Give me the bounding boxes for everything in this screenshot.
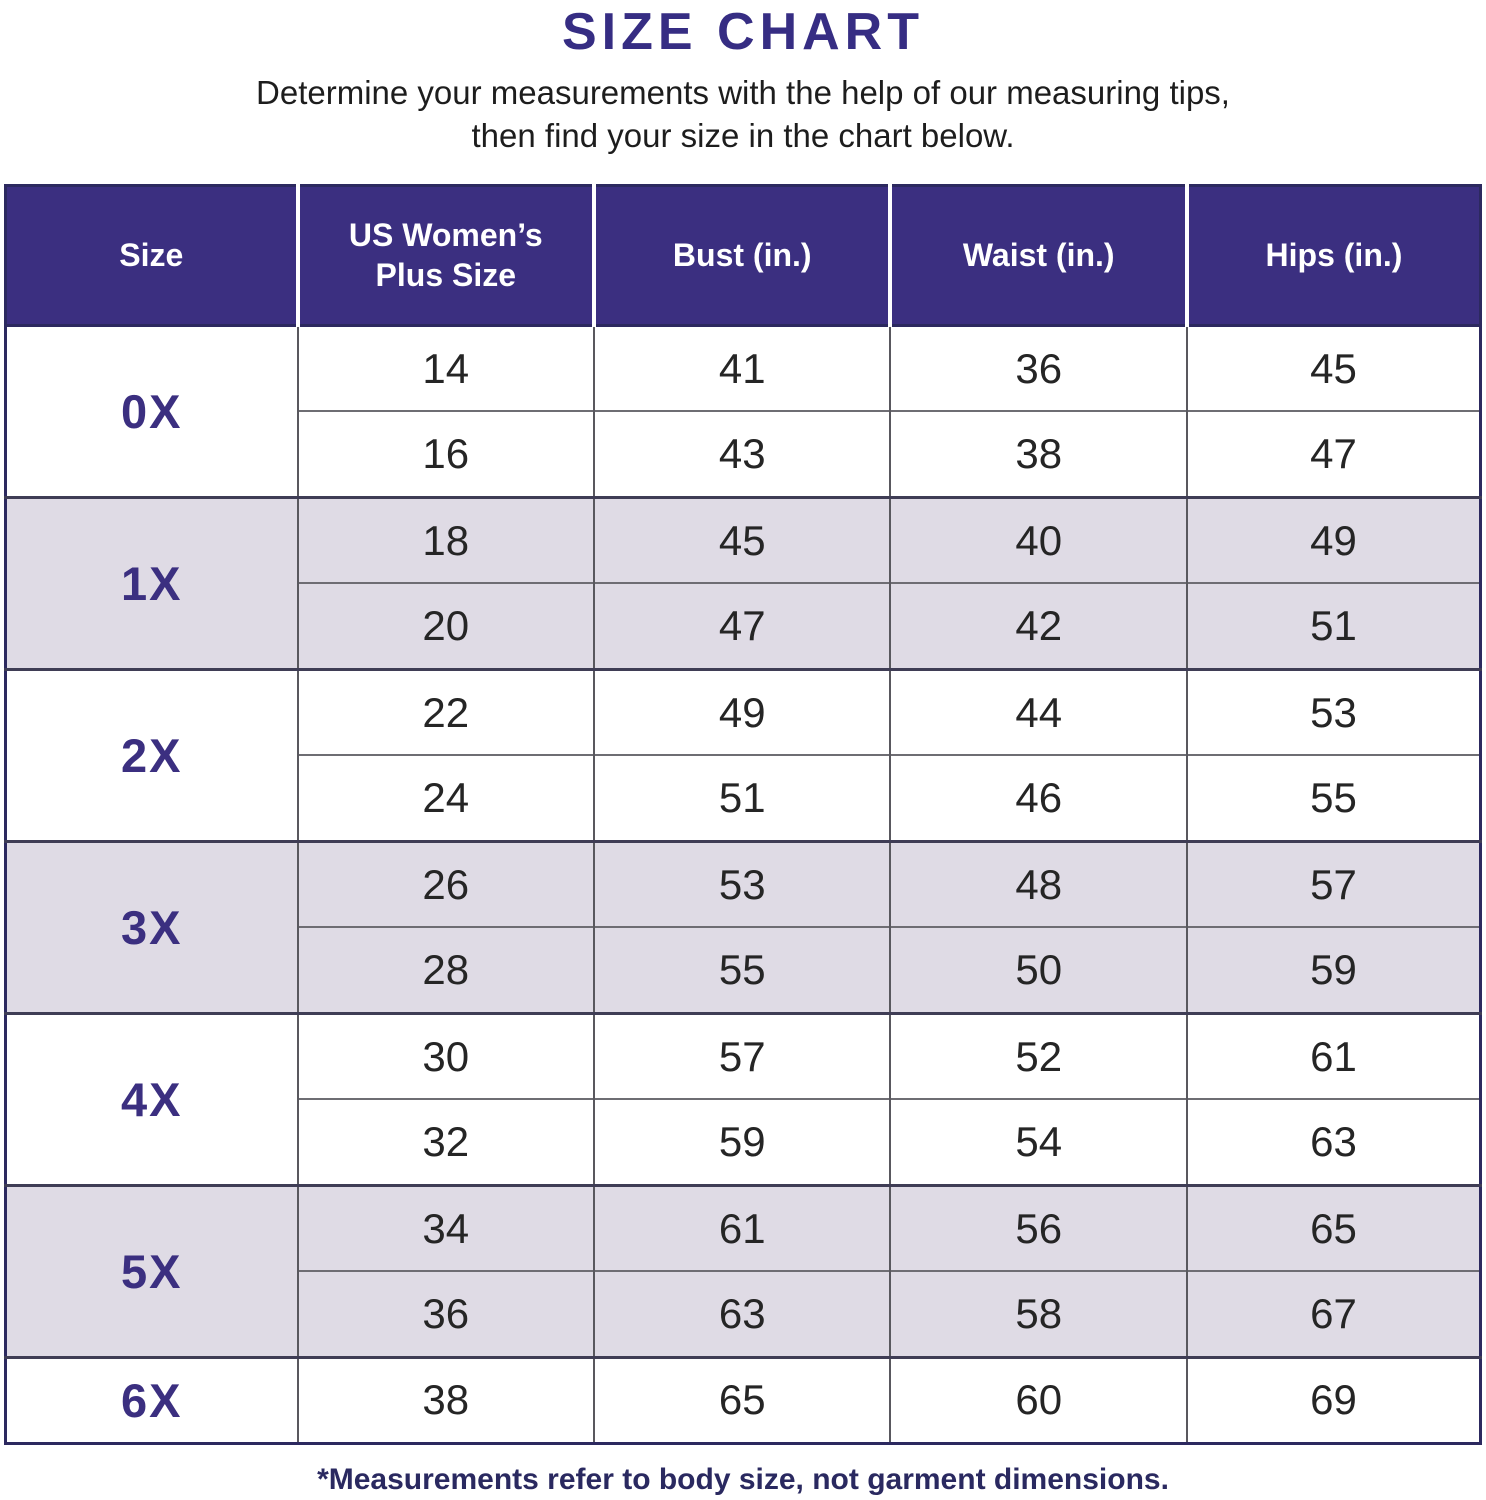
- size-label-6x: 6X: [5, 1355, 298, 1444]
- cell-plus-size: 38: [296, 1355, 595, 1444]
- cell-plus-size: 32: [296, 1098, 595, 1186]
- cell-waist: 54: [889, 1098, 1187, 1186]
- cell-bust: 49: [593, 667, 891, 756]
- cell-bust: 55: [593, 926, 891, 1014]
- column-header-size: Size: [5, 185, 298, 327]
- subtitle-line-1: Determine your measurements with the hel…: [256, 74, 1230, 111]
- column-header-hips: Hips (in.): [1184, 185, 1481, 327]
- cell-bust: 57: [593, 1011, 891, 1100]
- size-label-3x: 3X: [5, 839, 298, 1014]
- cell-bust: 43: [593, 410, 891, 498]
- cell-waist: 56: [889, 1183, 1187, 1272]
- cell-hips: 55: [1185, 754, 1481, 842]
- cell-waist: 44: [889, 667, 1187, 756]
- table-row: 0X 14 41 36 45: [5, 325, 1481, 498]
- table-row: 28 55 50 59: [6, 926, 1481, 1014]
- cell-waist: 58: [889, 1270, 1187, 1358]
- table-row: 3X 26 53 48 57: [5, 839, 1481, 1014]
- cell-hips: 49: [1185, 495, 1481, 584]
- column-header-bust: Bust (in.): [592, 185, 891, 327]
- cell-plus-size: 28: [296, 926, 595, 1014]
- cell-bust: 63: [593, 1270, 891, 1358]
- size-chart-table: Size US Women’s Plus Size Bust (in.) Wai…: [4, 183, 1482, 1445]
- cell-plus-size: 24: [296, 754, 595, 842]
- table-row: 5X 34 61 56 65: [5, 1183, 1481, 1358]
- table-row: 36 63 58 67: [6, 1270, 1481, 1358]
- cell-waist: 40: [889, 495, 1187, 584]
- table-row: 4X 30 57 52 61: [5, 1011, 1481, 1186]
- table-row: 2X 22 49 44 53: [5, 667, 1481, 842]
- cell-bust: 61: [593, 1183, 891, 1272]
- cell-hips: 53: [1185, 667, 1481, 756]
- cell-waist: 36: [889, 325, 1187, 412]
- page-title: SIZE CHART: [562, 3, 924, 61]
- cell-plus-size: 22: [296, 667, 595, 756]
- cell-bust: 45: [593, 495, 891, 584]
- page-subtitle: Determine your measurements with the hel…: [0, 72, 1486, 158]
- cell-plus-size: 16: [296, 410, 595, 498]
- size-label-2x: 2X: [5, 667, 298, 842]
- cell-waist: 42: [889, 582, 1187, 670]
- cell-bust: 53: [593, 839, 891, 928]
- table-row: 16 43 38 47: [6, 410, 1481, 498]
- cell-hips: 67: [1185, 1270, 1481, 1358]
- cell-waist: 48: [889, 839, 1187, 928]
- column-header-waist: Waist (in.): [888, 185, 1187, 327]
- cell-plus-size: 36: [296, 1270, 595, 1358]
- table-row: 20 47 42 51: [6, 582, 1481, 670]
- cell-hips: 69: [1185, 1355, 1481, 1444]
- cell-hips: 47: [1185, 410, 1481, 498]
- cell-waist: 46: [889, 754, 1187, 842]
- cell-waist: 38: [889, 410, 1187, 498]
- table-row: 24 51 46 55: [6, 754, 1481, 842]
- cell-waist: 52: [889, 1011, 1187, 1100]
- cell-plus-size: 18: [296, 495, 595, 584]
- cell-plus-size: 20: [296, 582, 595, 670]
- cell-hips: 45: [1185, 325, 1481, 412]
- table-row: 6X 38 65 60 69: [5, 1355, 1481, 1444]
- cell-plus-size: 26: [296, 839, 595, 928]
- cell-hips: 63: [1185, 1098, 1481, 1186]
- table-row: 1X 18 45 40 49: [5, 495, 1481, 670]
- table-row: 32 59 54 63: [6, 1098, 1481, 1186]
- measurement-footnote: *Measurements refer to body size, not ga…: [317, 1462, 1169, 1496]
- table-header-row: Size US Women’s Plus Size Bust (in.) Wai…: [5, 185, 1481, 327]
- cell-hips: 59: [1185, 926, 1481, 1014]
- column-header-plus-size: US Women’s Plus Size: [295, 185, 595, 327]
- cell-hips: 61: [1185, 1011, 1481, 1100]
- cell-waist: 50: [889, 926, 1187, 1014]
- cell-hips: 57: [1185, 839, 1481, 928]
- size-label-5x: 5X: [5, 1183, 298, 1358]
- cell-hips: 65: [1185, 1183, 1481, 1272]
- cell-bust: 51: [593, 754, 891, 842]
- cell-plus-size: 30: [296, 1011, 595, 1100]
- size-label-1x: 1X: [5, 495, 298, 670]
- cell-waist: 60: [889, 1355, 1187, 1444]
- size-label-4x: 4X: [5, 1011, 298, 1186]
- subtitle-line-2: then find your size in the chart below.: [471, 116, 1015, 154]
- cell-bust: 47: [593, 582, 891, 670]
- cell-bust: 65: [593, 1355, 891, 1444]
- cell-plus-size: 34: [296, 1183, 595, 1272]
- cell-bust: 41: [593, 325, 891, 412]
- size-label-0x: 0X: [5, 325, 298, 498]
- cell-hips: 51: [1185, 582, 1481, 670]
- cell-bust: 59: [593, 1098, 891, 1186]
- cell-plus-size: 14: [296, 325, 595, 412]
